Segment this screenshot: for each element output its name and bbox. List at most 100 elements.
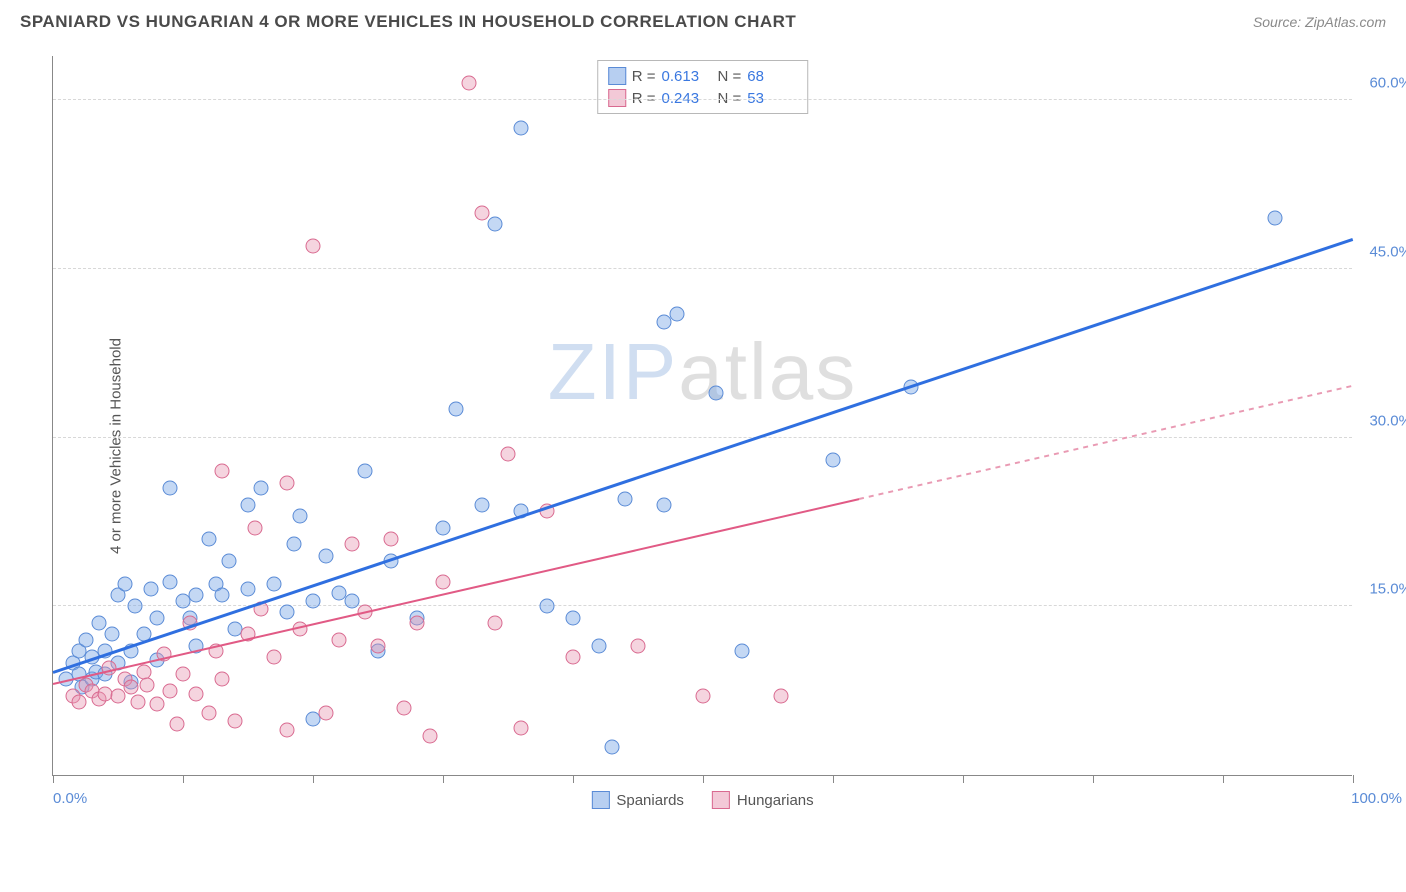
scatter-point-hungarians (163, 683, 178, 698)
scatter-point-hungarians (696, 689, 711, 704)
scatter-point-spaniards (540, 599, 555, 614)
scatter-point-spaniards (735, 644, 750, 659)
scatter-point-spaniards (150, 610, 165, 625)
scatter-point-spaniards (566, 610, 581, 625)
series-legend: Spaniards Hungarians (591, 791, 813, 809)
x-axis-max-label: 100.0% (1351, 790, 1402, 807)
scatter-point-hungarians (247, 520, 262, 535)
scatter-point-hungarians (501, 447, 516, 462)
scatter-plot-area: ZIPatlas R = 0.613 N = 68 R = 0.243 N = … (52, 56, 1352, 776)
scatter-point-spaniards (91, 616, 106, 631)
scatter-point-hungarians (514, 720, 529, 735)
legend-item-spaniards: Spaniards (591, 791, 684, 809)
scatter-point-hungarians (332, 633, 347, 648)
legend-swatch-pink (712, 791, 730, 809)
legend-r-value-spaniards: 0.613 (662, 68, 712, 85)
scatter-point-spaniards (104, 627, 119, 642)
scatter-point-spaniards (670, 306, 685, 321)
correlation-legend: R = 0.613 N = 68 R = 0.243 N = 53 (597, 60, 809, 114)
scatter-point-spaniards (267, 576, 282, 591)
scatter-point-spaniards (358, 464, 373, 479)
legend-swatch-pink (608, 89, 626, 107)
x-tick (183, 775, 184, 783)
x-tick (703, 775, 704, 783)
scatter-point-spaniards (143, 582, 158, 597)
scatter-point-spaniards (215, 588, 230, 603)
legend-r-value-hungarians: 0.243 (662, 90, 712, 107)
watermark-part-a: ZIP (548, 327, 678, 416)
legend-swatch-blue (608, 67, 626, 85)
scatter-point-hungarians (462, 76, 477, 91)
x-tick (573, 775, 574, 783)
scatter-point-spaniards (293, 509, 308, 524)
scatter-point-spaniards (241, 498, 256, 513)
legend-row-hungarians: R = 0.243 N = 53 (608, 87, 798, 109)
legend-n-value-spaniards: 68 (747, 68, 797, 85)
scatter-point-spaniards (826, 453, 841, 468)
scatter-point-hungarians (202, 706, 217, 721)
scatter-point-hungarians (150, 697, 165, 712)
scatter-point-hungarians (345, 537, 360, 552)
chart-title: SPANIARD VS HUNGARIAN 4 OR MORE VEHICLES… (20, 12, 796, 32)
scatter-point-hungarians (215, 672, 230, 687)
scatter-point-hungarians (306, 239, 321, 254)
scatter-point-hungarians (189, 687, 204, 702)
scatter-point-hungarians (410, 616, 425, 631)
legend-n-label: N = (718, 68, 742, 85)
scatter-point-hungarians (124, 680, 139, 695)
scatter-point-spaniards (189, 588, 204, 603)
scatter-point-hungarians (488, 616, 503, 631)
x-tick (1353, 775, 1354, 783)
x-tick (53, 775, 54, 783)
scatter-point-spaniards (1268, 211, 1283, 226)
scatter-point-hungarians (280, 723, 295, 738)
scatter-point-hungarians (631, 638, 646, 653)
scatter-point-hungarians (267, 649, 282, 664)
scatter-point-hungarians (280, 475, 295, 490)
watermark: ZIPatlas (548, 326, 857, 418)
x-tick (443, 775, 444, 783)
scatter-point-hungarians (423, 728, 438, 743)
legend-r-label: R = (632, 68, 656, 85)
scatter-point-spaniards (605, 739, 620, 754)
x-tick (1223, 775, 1224, 783)
scatter-point-spaniards (657, 498, 672, 513)
scatter-point-spaniards (254, 481, 269, 496)
gridline-h (53, 99, 1352, 100)
x-tick (963, 775, 964, 783)
gridline-h (53, 268, 1352, 269)
x-axis-min-label: 0.0% (53, 790, 87, 807)
scatter-point-spaniards (514, 121, 529, 136)
scatter-point-spaniards (241, 582, 256, 597)
scatter-point-spaniards (488, 216, 503, 231)
scatter-point-hungarians (371, 638, 386, 653)
trend-line (859, 385, 1353, 500)
gridline-h (53, 437, 1352, 438)
scatter-point-spaniards (163, 574, 178, 589)
watermark-part-b: atlas (678, 327, 857, 416)
y-tick-label: 30.0% (1369, 412, 1406, 429)
scatter-point-spaniards (449, 402, 464, 417)
scatter-point-hungarians (72, 694, 87, 709)
legend-row-spaniards: R = 0.613 N = 68 (608, 65, 798, 87)
scatter-point-spaniards (163, 481, 178, 496)
x-tick (833, 775, 834, 783)
scatter-point-spaniards (221, 554, 236, 569)
scatter-point-hungarians (130, 694, 145, 709)
scatter-point-spaniards (286, 537, 301, 552)
scatter-point-spaniards (618, 492, 633, 507)
x-tick (313, 775, 314, 783)
scatter-point-spaniards (709, 385, 724, 400)
scatter-point-spaniards (117, 576, 132, 591)
scatter-point-hungarians (215, 464, 230, 479)
legend-n-label: N = (718, 90, 742, 107)
scatter-point-hungarians (397, 700, 412, 715)
legend-item-hungarians: Hungarians (712, 791, 814, 809)
scatter-point-spaniards (78, 633, 93, 648)
scatter-point-hungarians (774, 689, 789, 704)
x-tick (1093, 775, 1094, 783)
scatter-point-hungarians (436, 574, 451, 589)
scatter-point-spaniards (475, 498, 490, 513)
scatter-point-spaniards (280, 604, 295, 619)
scatter-point-spaniards (592, 638, 607, 653)
